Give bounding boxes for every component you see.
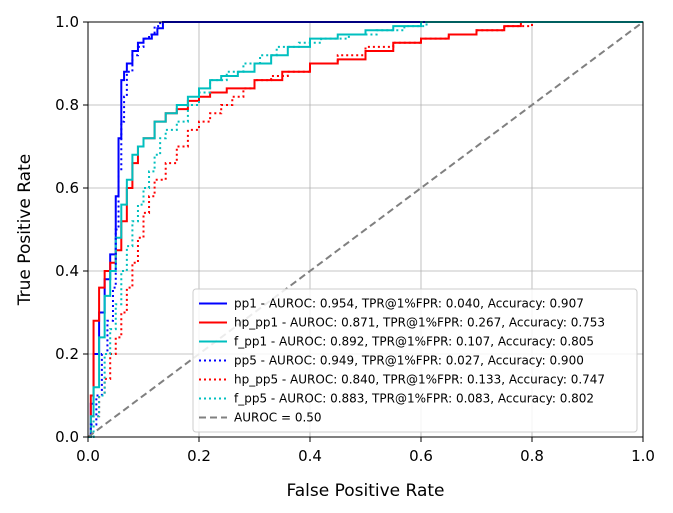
ticks: 0.0 0.2 0.4 0.6 0.8 1.0 0.0 0.2 0.4 0.6 0.8 1.0	[55, 13, 655, 465]
y-tick-label: 0.2	[55, 345, 79, 363]
series-line-6	[88, 21, 643, 438]
series-line-4	[88, 21, 643, 438]
x-tick-label: 0.2	[187, 447, 211, 465]
legend-label-3: f_pp1 - AUROC: 0.892, TPR@1%FPR: 0.107, …	[234, 335, 594, 349]
y-tick-label: 0.8	[55, 96, 79, 114]
legend-label-2: hp_pp1 - AUROC: 0.871, TPR@1%FPR: 0.267,…	[234, 316, 605, 330]
y-axis-label: True Positive Rate	[15, 154, 35, 306]
series-group	[87, 21, 644, 438]
series-line-1	[88, 21, 643, 438]
series-line-3	[88, 21, 643, 438]
x-tick-label: 1.0	[631, 447, 655, 465]
y-tick-label: 0.0	[55, 428, 79, 446]
x-tick-label: 0.8	[520, 447, 544, 465]
legend-label-1: pp1 - AUROC: 0.954, TPR@1%FPR: 0.040, Ac…	[234, 297, 584, 311]
x-tick-label: 0.0	[76, 447, 100, 465]
y-tick-label: 1.0	[55, 13, 79, 31]
x-axis-label: False Positive Rate	[287, 481, 445, 501]
y-tick-label: 0.6	[55, 179, 79, 197]
legend-label-6: f_pp5 - AUROC: 0.883, TPR@1%FPR: 0.083, …	[234, 392, 594, 406]
series-line-7	[87, 21, 644, 438]
legend-label-5: hp_pp5 - AUROC: 0.840, TPR@1%FPR: 0.133,…	[234, 373, 605, 387]
legend-label-7: AUROC = 0.50	[234, 411, 322, 425]
legend-label-4: pp5 - AUROC: 0.949, TPR@1%FPR: 0.027, Ac…	[234, 354, 584, 368]
legend-box	[192, 288, 638, 433]
legend: pp1 - AUROC: 0.954, TPR@1%FPR: 0.040, Ac…	[192, 288, 638, 433]
plot-frame	[87, 21, 644, 438]
x-tick-label: 0.4	[298, 447, 322, 465]
x-tick-label: 0.6	[409, 447, 433, 465]
series-line-5	[88, 21, 643, 438]
y-tick-label: 0.4	[55, 262, 79, 280]
